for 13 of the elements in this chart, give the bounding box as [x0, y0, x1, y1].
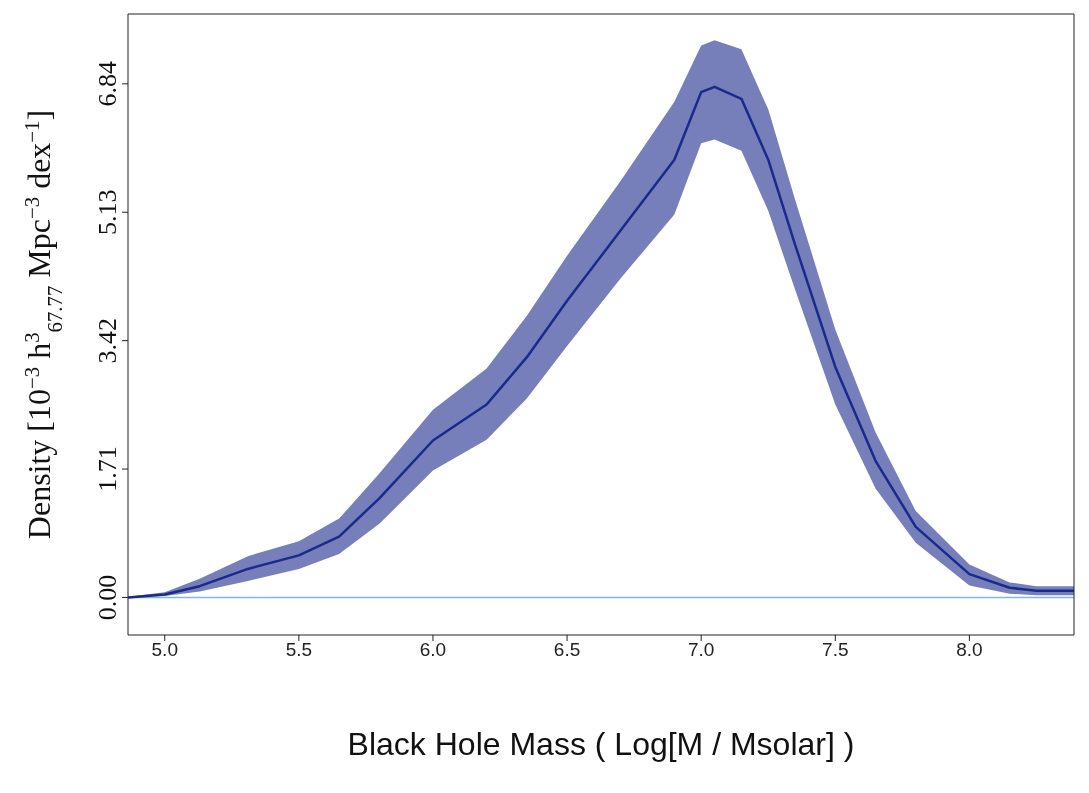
y-tick-label: 5.13	[93, 189, 122, 235]
y-tick-label: 1.71	[93, 446, 122, 492]
x-tick-label: 7.5	[822, 639, 849, 661]
y-tick-label: 3.42	[93, 317, 122, 364]
x-tick-label: 5.5	[285, 639, 313, 661]
x-axis-title: Black Hole Mass ( Log[M / Msolar] )	[347, 726, 855, 762]
x-tick-label: 6.5	[553, 639, 581, 661]
x-tick-label: 6.0	[419, 639, 447, 661]
y-tick-label: 6.84	[93, 61, 122, 107]
x-tick-label: 7.0	[687, 639, 715, 661]
y-tick-label: 0.00	[93, 574, 122, 621]
x-tick-label: 8.0	[956, 639, 983, 661]
x-tick-label: 5.0	[151, 639, 178, 661]
